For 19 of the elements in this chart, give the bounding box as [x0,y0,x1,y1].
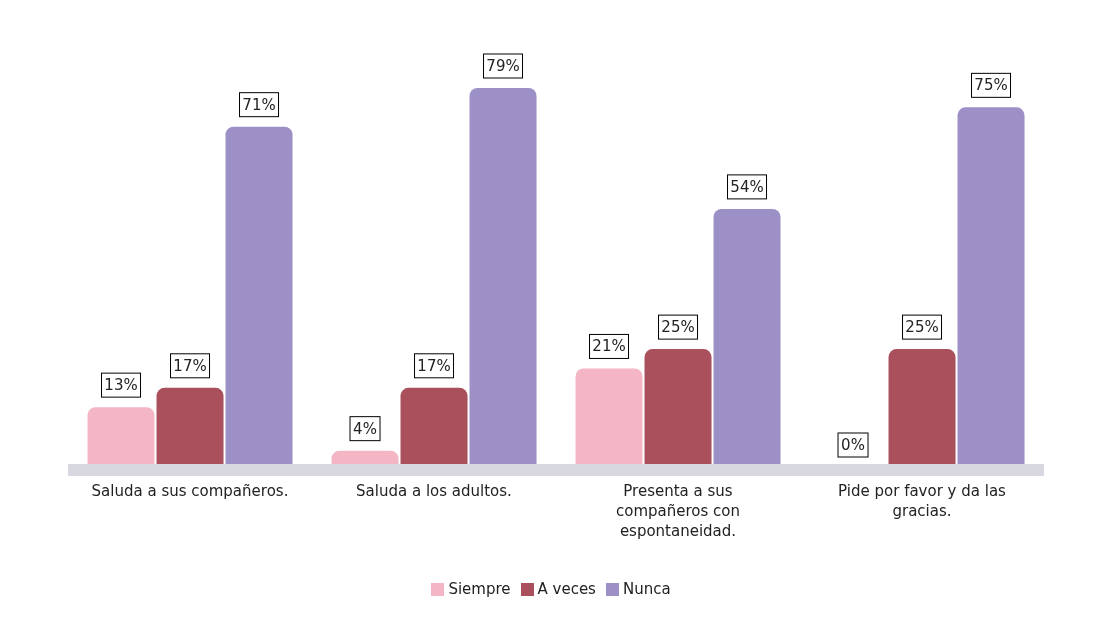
data-label: 0% [841,436,865,454]
data-label: 25% [905,318,939,337]
x-tick-label: Presenta a sus compañeros con espontaneidad. [615,482,741,540]
data-label: 54% [730,177,764,196]
data-label: 75% [974,76,1008,95]
x-tick-label: Pide por favor y da las gracias. [838,482,1007,520]
data-label: 25% [661,318,695,337]
data-label: 17% [417,356,451,375]
legend-label: A veces [537,580,596,598]
data-label: 13% [104,376,138,395]
x-tick-label: Saluda a los adultos. [356,482,512,500]
data-label: 71% [242,95,276,114]
legend-label: Nunca [622,580,671,598]
data-label: 17% [173,356,207,375]
data-label: 4% [353,419,377,438]
data-label: 79% [486,57,520,75]
legend-label: Siempre [448,580,511,598]
data-label: 21% [592,337,626,356]
x-tick-label: Saluda a sus compañeros. [91,482,289,500]
